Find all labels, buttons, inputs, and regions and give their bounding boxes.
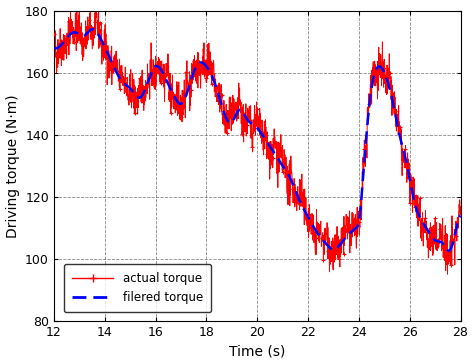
X-axis label: Time (s): Time (s)	[229, 344, 285, 359]
Legend: actual torque, filered torque: actual torque, filered torque	[64, 264, 211, 312]
Y-axis label: Driving torque (N·m): Driving torque (N·m)	[6, 94, 19, 238]
